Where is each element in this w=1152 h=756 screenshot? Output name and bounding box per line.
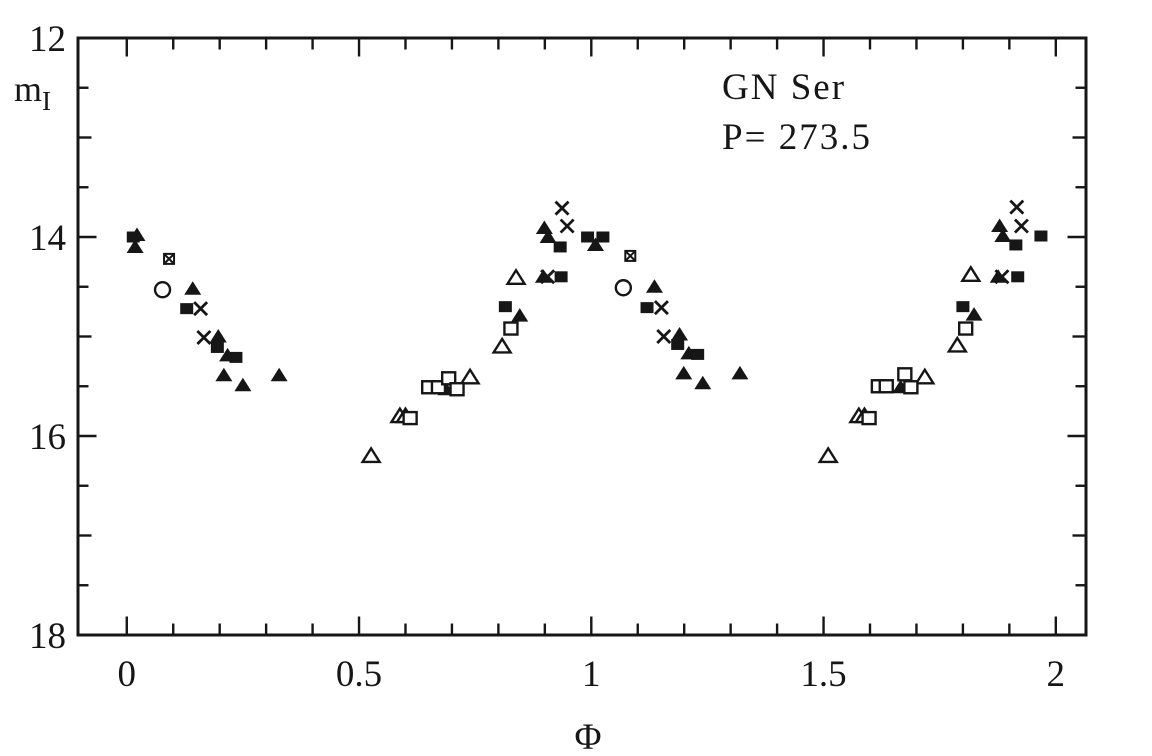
data-point-filled-triangle [215,367,233,382]
data-point-open-square [449,382,465,397]
data-point-open-square [878,379,894,394]
data-point-open-square [440,371,457,386]
data-point-cross [1009,199,1025,215]
data-point-cross [994,269,1010,285]
data-point-filled-square [554,271,568,283]
data-point-cross [554,200,570,216]
data-point-filled-triangle [645,279,663,293]
data-point-open-triangle [946,335,969,353]
data-point-open-square [957,321,974,336]
x-axis-label: Φ [574,717,601,756]
data-point-filled-triangle [270,367,288,382]
data-point-filled-triangle [535,220,553,235]
data-point-filled-triangle [680,345,698,360]
data-point-filled-triangle [184,281,202,295]
data-point-open-square [402,410,418,426]
data-point-open-square [861,410,877,426]
data-point-filled-square [691,348,705,360]
data-point-open-square [897,367,913,382]
x-tick-label: 2 [1047,654,1066,695]
data-point-open-square [503,321,519,336]
data-point-filled-triangle [219,347,237,362]
data-point-filled-square [210,341,224,353]
data-point-filled-triangle [989,269,1007,283]
data-point-cross [656,329,672,344]
data-point-filled-square [1009,239,1023,251]
data-point-filled-square [229,351,243,363]
data-point-boxed-cross [163,253,175,265]
x-tick-label: 0.5 [336,654,382,695]
data-point-cross [559,218,575,234]
data-point-open-triangle [459,367,481,385]
y-tick-label: 18 [29,616,66,657]
data-point-filled-triangle [539,229,557,243]
data-point-cross [540,269,556,285]
x-tick-label: 1 [582,654,601,695]
data-point-filled-square [553,241,567,253]
data-point-open-triangle [491,336,513,354]
data-point-filled-square [1011,271,1025,283]
data-point-open-triangle [960,265,982,283]
data-point-open-triangle [914,367,936,385]
data-point-filled-triangle [694,375,712,390]
data-point-filled-triangle [126,239,144,253]
data-point-filled-triangle [671,327,689,341]
data-point-filled-square [581,231,595,243]
data-point-filled-triangle [965,307,983,321]
data-point-open-triangle [360,446,382,464]
data-point-open-triangle [505,268,527,285]
data-point-filled-triangle [128,227,146,242]
data-point-filled-triangle [209,329,227,343]
data-point-filled-square [180,303,194,315]
data-point-open-triangle [817,446,839,464]
y-tick-label: 14 [29,218,66,259]
data-point-filled-triangle [511,308,529,322]
data-point-filled-triangle [534,269,552,283]
chart-title: GN Ser [722,67,846,108]
chart-period-annotation: P= 273.5 [722,117,872,158]
data-point-filled-triangle [991,218,1009,233]
data-point-filled-triangle [994,228,1012,243]
data-point-open-circle [153,281,172,299]
data-point-cross [196,330,212,345]
data-point-filled-square [956,301,970,313]
x-tick-label: 1.5 [800,654,846,695]
data-point-filled-triangle [234,377,252,392]
data-point-filled-triangle [731,365,749,380]
data-point-filled-triangle [586,237,604,251]
data-point-boxed-cross [624,250,637,262]
data-point-cross [1013,218,1029,234]
data-point-filled-square [640,302,654,314]
y-tick-label: 16 [29,417,66,458]
data-point-filled-square [1034,230,1048,242]
data-point-cross [193,301,209,317]
plot-border [76,36,1088,637]
data-point-filled-square [671,338,685,350]
y-tick-label: 12 [29,19,66,60]
y-axis-label: mI [14,69,51,116]
data-point-cross [653,300,669,316]
data-point-open-circle [614,279,633,297]
data-point-filled-square [498,301,512,313]
data-point-filled-triangle [675,365,693,380]
data-point-open-square [903,380,919,395]
data-point-filled-square [596,231,610,243]
x-tick-label: 0 [118,654,137,695]
